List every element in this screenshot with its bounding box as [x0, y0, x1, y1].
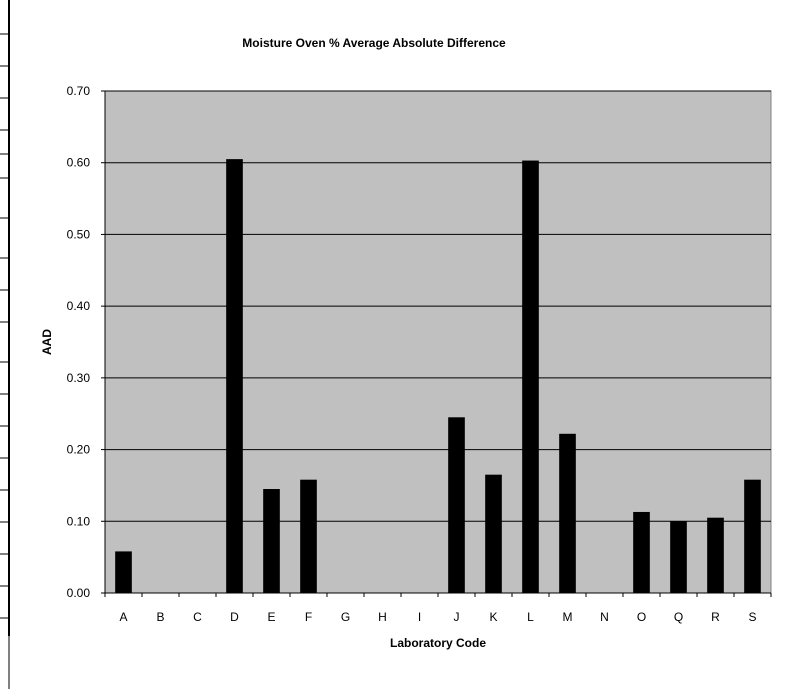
- bars: [115, 159, 761, 593]
- bar-e: [263, 489, 280, 593]
- x-axis-title: Laboratory Code: [390, 636, 486, 650]
- bar-m: [559, 433, 576, 593]
- y-tick-label: 0.10: [67, 514, 91, 528]
- bar-a: [115, 551, 132, 593]
- y-tick-label: 0.40: [67, 299, 91, 313]
- bar-d: [226, 159, 243, 593]
- bar-f: [300, 479, 317, 593]
- gridlines: [105, 90, 771, 522]
- x-tick-label: M: [563, 610, 573, 624]
- y-axis-title: AAD: [40, 329, 54, 355]
- y-tick-label: 0.20: [67, 443, 91, 457]
- x-tick-label: F: [305, 610, 312, 624]
- x-tick-label: E: [267, 610, 275, 624]
- x-tick-label: O: [637, 610, 646, 624]
- x-tick-label: I: [418, 610, 421, 624]
- bar-o: [633, 511, 650, 593]
- y-tick-label: 0.60: [67, 156, 91, 170]
- x-tick-label: H: [378, 610, 387, 624]
- x-tick-label: J: [454, 610, 460, 624]
- x-tick-label: G: [341, 610, 350, 624]
- x-tick-label: L: [527, 610, 534, 624]
- x-tick-label: N: [600, 610, 609, 624]
- x-tick-label: B: [156, 610, 164, 624]
- x-tick-label: A: [119, 610, 127, 624]
- chart-title: Moisture Oven % Average Absolute Differe…: [242, 36, 506, 50]
- plot-area: [104, 90, 772, 594]
- bar-q: [670, 521, 687, 593]
- y-tick-label: 0.50: [67, 227, 91, 241]
- y-tick-label: 0.00: [67, 586, 91, 600]
- x-tick-label: K: [489, 610, 497, 624]
- x-tick-label: D: [230, 610, 239, 624]
- bar-j: [448, 417, 465, 593]
- y-tick-label: 0.70: [67, 84, 91, 98]
- bar-l: [522, 160, 539, 593]
- x-tick-label: S: [748, 610, 756, 624]
- y-tick-label: 0.30: [67, 371, 91, 385]
- x-tick-label: Q: [674, 610, 683, 624]
- left-edge-decoration: [0, 0, 10, 689]
- bar-k: [485, 474, 502, 593]
- y-axis-ticks: 0.00 0.10 0.20 0.30 0.40 0.50 0.60 0.70: [67, 84, 105, 600]
- x-tick-label: R: [711, 610, 720, 624]
- x-tick-label: C: [193, 610, 202, 624]
- bar-s: [744, 479, 761, 593]
- bar-r: [707, 517, 724, 593]
